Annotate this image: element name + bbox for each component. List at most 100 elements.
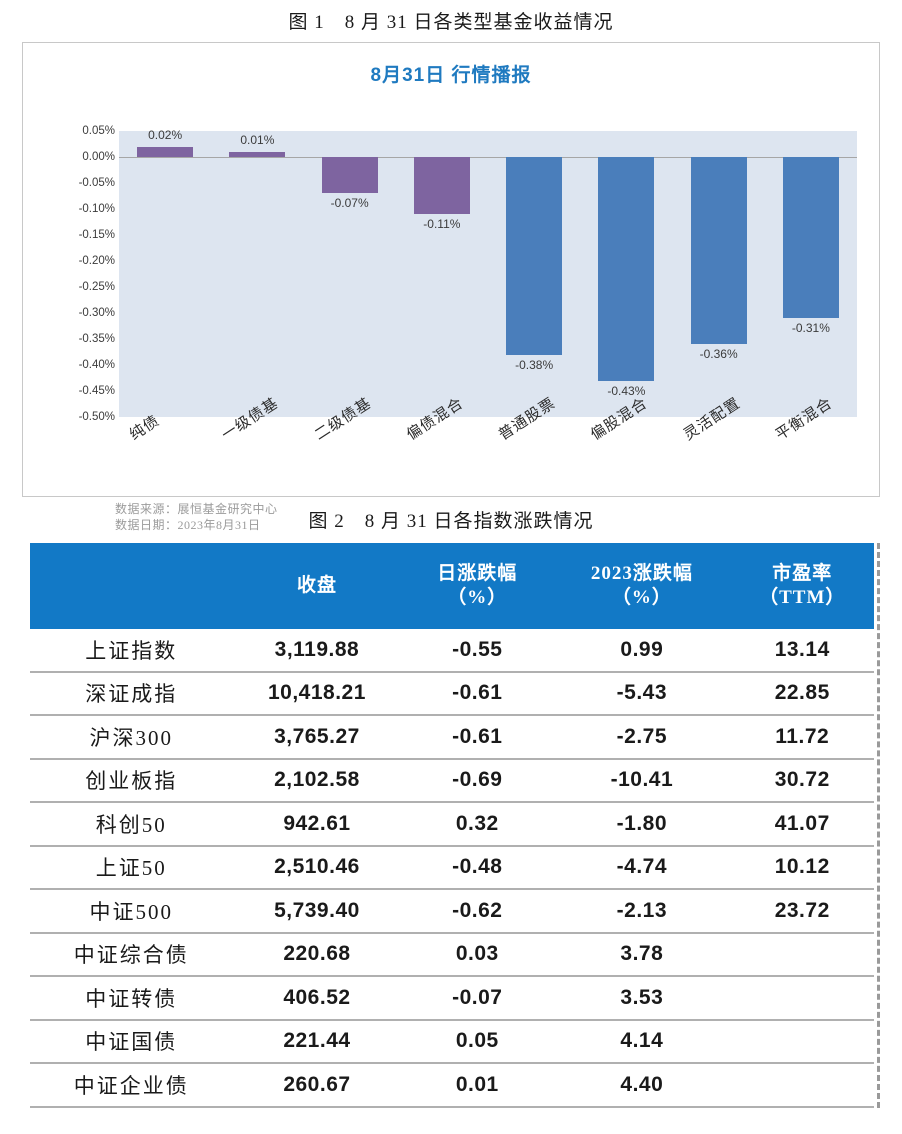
chart-bar	[782, 157, 839, 319]
y-axis-tick-label: -0.25%	[78, 281, 115, 293]
pe-ratio-cell	[730, 1063, 874, 1108]
ytd-change-cell: -1.80	[553, 802, 731, 847]
chart-zero-axis-line	[119, 157, 857, 158]
close-price-cell: 2,510.46	[232, 845, 402, 890]
chart-bar-value-label: 0.01%	[240, 132, 275, 147]
index-name-cell: 中证500	[30, 889, 233, 934]
y-axis-tick-label: 0.05%	[82, 125, 115, 137]
pe-ratio-cell: 10.12	[730, 845, 874, 890]
day-change-cell: -0.48	[401, 845, 554, 890]
y-axis-tick-label: -0.45%	[78, 385, 115, 397]
ytd-change-cell: 0.99	[553, 629, 731, 673]
pe-ratio-cell: 13.14	[730, 629, 874, 673]
chart-bar-value-label: -0.11%	[423, 217, 461, 232]
header-line-2: （%）	[611, 587, 672, 608]
close-price-cell: 10,418.21	[232, 671, 402, 716]
y-axis-tick-label: -0.10%	[78, 203, 115, 215]
index-table-header-row: 收盘 日涨跌幅 （%） 2023涨跌幅 （%） 市盈率 （TTM）	[30, 543, 874, 629]
ytd-change-cell: -10.41	[553, 758, 731, 803]
header-line-1: 日涨跌幅	[437, 563, 518, 584]
chart-plot-wrapper: 0.05% 0.00% -0.05% -0.10% -0.15% -0.20% -0.25%…	[23, 43, 879, 496]
table-row: 中证500 5,739.40 -0.62 -2.13 23.72	[30, 889, 874, 934]
chart-bar	[413, 157, 470, 215]
table-row: 中证转债 406.52 -0.07 3.53	[30, 976, 874, 1021]
header-line-2: （TTM）	[759, 587, 846, 608]
header-line-1: 市盈率	[772, 563, 833, 584]
day-change-cell: -0.55	[401, 629, 554, 673]
index-name-cell: 中证企业债	[30, 1063, 233, 1108]
pe-ratio-cell	[730, 1019, 874, 1064]
pe-ratio-cell	[730, 932, 874, 977]
header-ytd-change: 2023涨跌幅 （%）	[553, 543, 731, 629]
index-name-cell: 创业板指	[30, 758, 233, 803]
chart-bar-group: 0.02%	[119, 127, 211, 417]
table-row: 创业板指 2,102.58 -0.69 -10.41 30.72	[30, 758, 874, 803]
ytd-change-cell: 3.53	[553, 976, 731, 1021]
chart-bar-group: -0.07%	[304, 131, 396, 417]
day-change-cell: -0.62	[401, 889, 554, 934]
day-change-cell: -0.61	[401, 671, 554, 716]
figure-1-caption: 图 1 8 月 31 日各类型基金收益情况	[288, 12, 614, 33]
day-change-cell: -0.07	[401, 976, 554, 1021]
index-name-cell: 深证成指	[30, 671, 233, 716]
day-change-cell: 0.32	[401, 802, 554, 847]
ytd-change-cell: -2.75	[553, 715, 731, 760]
table-row: 中证国债 221.44 0.05 4.14	[30, 1019, 874, 1064]
chart-bar-value-label: -0.36%	[699, 347, 738, 362]
table-row: 沪深300 3,765.27 -0.61 -2.75 11.72	[30, 715, 874, 760]
chart-bar-value-label: -0.38%	[515, 357, 554, 372]
header-index-name	[30, 543, 233, 629]
pe-ratio-cell	[730, 976, 874, 1021]
table-row: 上证指数 3,119.88 -0.55 0.99 13.14	[30, 629, 874, 673]
day-change-cell: -0.69	[401, 758, 554, 803]
ytd-change-cell: 4.40	[553, 1063, 731, 1108]
chart-bar-value-label: 0.02%	[148, 127, 183, 142]
y-axis-tick-label: -0.40%	[78, 359, 115, 371]
index-name-cell: 中证转债	[30, 976, 233, 1021]
chart-bar-group: -0.11%	[396, 131, 488, 417]
pe-ratio-cell: 23.72	[730, 889, 874, 934]
day-change-cell: 0.03	[401, 932, 554, 977]
chart-date-line: 数据日期：2023年8月31日	[115, 518, 261, 532]
header-close: 收盘	[232, 543, 402, 629]
figure-2-caption: 图 2 8 月 31 日各指数涨跌情况	[308, 511, 594, 532]
chart-bar-group: -0.38%	[488, 131, 580, 417]
close-price-cell: 3,119.88	[232, 629, 402, 673]
y-axis-tick-label: -0.50%	[78, 411, 115, 423]
header-pe-ratio: 市盈率 （TTM）	[730, 543, 874, 629]
chart-bar	[506, 157, 563, 355]
ytd-change-cell: -5.43	[553, 671, 731, 716]
chart-bars-layer: 0.02% 0.01% -0.07% -0.11% -0.38% -0.43% -0.36%…	[119, 127, 857, 417]
ytd-change-cell: 4.14	[553, 1019, 731, 1064]
chart-bar-value-label: -0.43%	[607, 383, 646, 398]
close-price-cell: 406.52	[232, 976, 402, 1021]
ytd-change-cell: -4.74	[553, 845, 731, 890]
fund-return-chart-card: 8月31日 行情播报 0.05% 0.00% -0.05% -0.10% -0.15% -…	[22, 42, 880, 532]
chart-bar-group: -0.36%	[673, 131, 765, 417]
chart-bar-group: -0.31%	[765, 131, 857, 417]
index-name-cell: 科创50	[30, 802, 233, 847]
close-price-cell: 3,765.27	[232, 715, 402, 760]
chart-bar	[598, 157, 655, 381]
index-name-cell: 中证国债	[30, 1019, 233, 1064]
y-axis-tick-label: -0.30%	[78, 307, 115, 319]
index-table-body: 上证指数 3,119.88 -0.55 0.99 13.14 深证成指 10,418.21-…	[30, 629, 874, 1108]
index-name-cell: 中证综合债	[30, 932, 233, 977]
chart-bar-group: 0.01%	[211, 131, 303, 417]
day-change-cell: 0.01	[401, 1063, 554, 1108]
y-axis-tick-label: -0.15%	[78, 229, 115, 241]
chart-title: 8月31日 行情播报	[370, 65, 532, 86]
pe-ratio-cell: 11.72	[730, 715, 874, 760]
day-change-cell: 0.05	[401, 1019, 554, 1064]
chart-bar	[229, 151, 286, 157]
ytd-change-cell: -2.13	[553, 889, 731, 934]
table-row: 中证企业债 260.67 0.01 4.40	[30, 1063, 874, 1108]
y-axis-tick-label: -0.35%	[78, 333, 115, 345]
close-price-cell: 221.44	[232, 1019, 402, 1064]
chart-bar-value-label: -0.07%	[330, 196, 369, 211]
chart-bar	[321, 157, 378, 194]
index-name-cell: 上证50	[30, 845, 233, 890]
chart-bar	[137, 146, 194, 157]
index-name-cell: 沪深300	[30, 715, 233, 760]
index-table-wrapper: 收盘 日涨跌幅 （%） 2023涨跌幅 （%） 市盈率 （TTM） 上证指数 3,119…	[30, 543, 880, 1108]
